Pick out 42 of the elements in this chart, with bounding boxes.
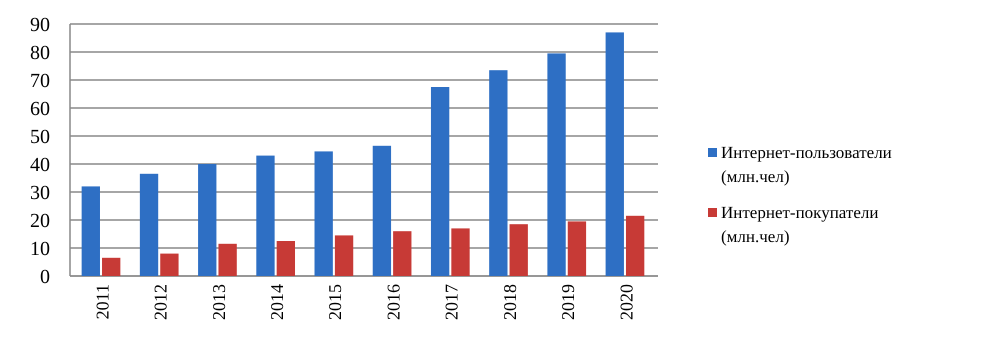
y-tick-label: 70 <box>30 70 50 92</box>
bar <box>606 32 624 276</box>
bar <box>489 70 508 276</box>
x-tick-label: 2012 <box>150 284 171 320</box>
y-tick-label: 20 <box>30 210 50 232</box>
legend-label: Интернет-покупатели (млн.чел) <box>721 203 878 246</box>
bar <box>140 174 158 276</box>
y-tick-label: 80 <box>30 42 50 64</box>
x-tick-label: 2013 <box>208 284 229 320</box>
y-tick-label: 90 <box>30 14 50 36</box>
bar <box>256 156 275 276</box>
bar <box>160 254 179 276</box>
y-tick-label: 0 <box>40 266 50 288</box>
y-tick-label: 30 <box>30 182 50 204</box>
y-tick-label: 10 <box>30 238 50 260</box>
bar <box>82 186 100 276</box>
x-tick-label: 2015 <box>325 284 346 320</box>
bar <box>626 216 644 276</box>
x-tick-label: 2011 <box>92 284 112 320</box>
x-tick-label: 2020 <box>616 284 636 320</box>
y-tick-label: 60 <box>30 98 50 120</box>
y-tick-label: 50 <box>30 126 50 148</box>
bar <box>198 164 216 276</box>
legend-label: Интернет-пользователи (млн.чел) <box>721 143 892 186</box>
bar <box>393 231 412 276</box>
x-tick-label: 2018 <box>500 284 520 320</box>
bar <box>510 224 528 276</box>
x-tick-label: 2016 <box>383 284 404 320</box>
bar <box>276 241 296 276</box>
bar <box>334 235 354 276</box>
bar <box>314 151 333 276</box>
x-tick-label: 2014 <box>266 284 287 320</box>
y-tick-label: 40 <box>30 154 50 176</box>
bar <box>430 87 450 276</box>
bar <box>568 221 586 276</box>
bar <box>372 146 392 276</box>
bar <box>102 258 120 276</box>
bar <box>547 53 566 276</box>
bar <box>451 228 470 276</box>
bar <box>218 244 237 276</box>
x-tick-label: 2019 <box>558 284 578 320</box>
x-tick-label: 2017 <box>442 284 462 320</box>
